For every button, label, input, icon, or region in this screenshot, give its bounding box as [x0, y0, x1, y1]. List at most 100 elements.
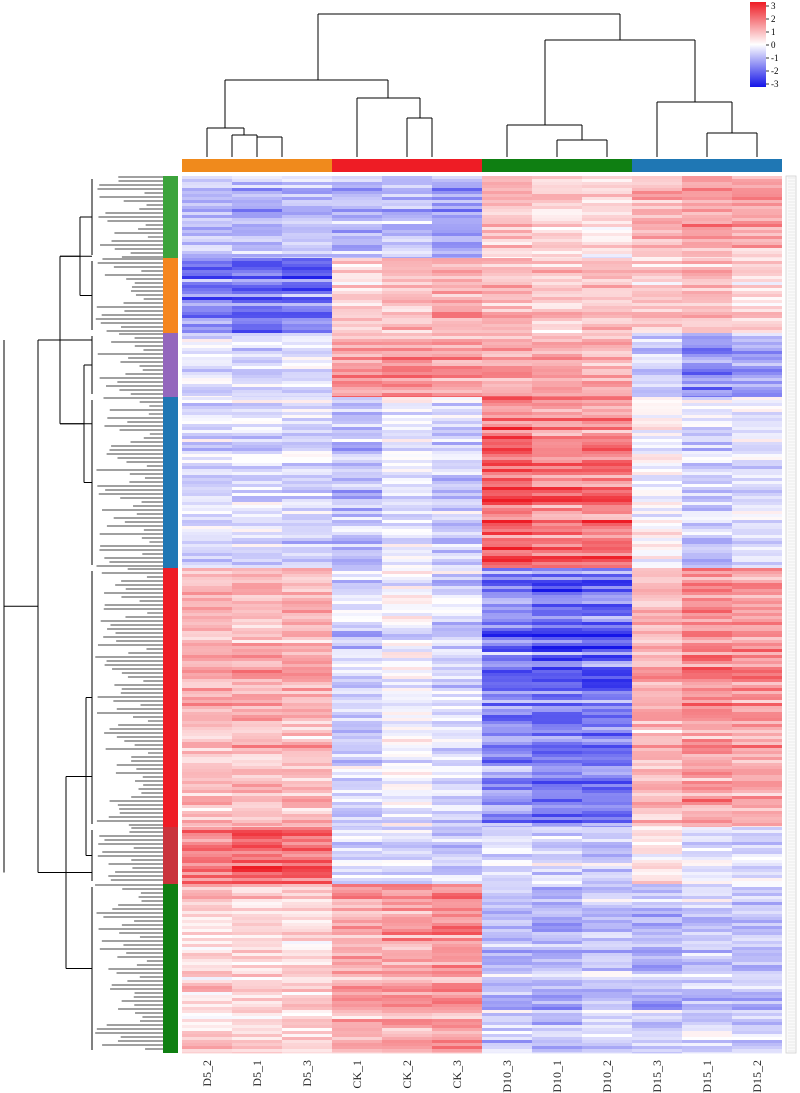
heatmap-cell — [732, 694, 782, 698]
heatmap-cell — [482, 908, 532, 912]
heatmap-cell — [432, 194, 482, 198]
heatmap-cell — [532, 914, 582, 918]
heatmap-cell — [632, 790, 682, 794]
heatmap-cell — [732, 823, 782, 827]
heatmap-cell — [182, 381, 232, 385]
heatmap-cell — [182, 339, 232, 343]
heatmap-cell — [182, 472, 232, 476]
heatmap-cell — [732, 863, 782, 867]
heatmap-cell — [682, 598, 732, 602]
heatmap-cell — [632, 239, 682, 243]
heatmap-cell — [182, 463, 232, 467]
heatmap-cell — [332, 406, 382, 410]
heatmap-cell — [332, 866, 382, 870]
heatmap-cell — [682, 354, 732, 358]
heatmap-cell — [682, 995, 732, 999]
column-label: D10_3 — [500, 1060, 514, 1093]
heatmap-cell — [682, 550, 732, 554]
heatmap-cell — [582, 830, 632, 834]
heatmap-cell — [482, 279, 532, 283]
heatmap-cell — [182, 938, 232, 942]
heatmap-cell — [682, 971, 732, 975]
heatmap-cell — [682, 754, 732, 758]
heatmap-cell — [182, 397, 232, 401]
heatmap-cell — [632, 1010, 682, 1014]
heatmap-cell — [182, 257, 232, 259]
heatmap-cell — [532, 775, 582, 779]
heatmap-cell — [282, 622, 332, 626]
heatmap-cell — [182, 354, 232, 358]
heatmap-cell — [632, 397, 682, 401]
heatmap-cell — [482, 499, 532, 503]
heatmap-cell — [582, 619, 632, 623]
heatmap-cell — [632, 445, 682, 449]
heatmap-cell — [382, 956, 432, 960]
heatmap-cell — [582, 574, 632, 578]
heatmap-cell — [732, 333, 782, 337]
heatmap-cell — [432, 709, 482, 713]
heatmap-cell — [232, 381, 282, 385]
heatmap-cell — [432, 297, 482, 301]
heatmap-cell — [682, 727, 732, 731]
heatmap-cell — [332, 944, 382, 948]
heatmap-cell — [182, 784, 232, 788]
heatmap-cell — [432, 751, 482, 755]
heatmap-cell — [382, 556, 432, 560]
heatmap-cell — [682, 634, 732, 638]
heatmap-cell — [232, 839, 282, 843]
heatmap-cell — [682, 233, 732, 237]
heatmap-cell — [432, 757, 482, 761]
heatmap-cell — [382, 403, 432, 407]
heatmap-cell — [482, 472, 532, 476]
heatmap-cell — [182, 664, 232, 668]
heatmap-cell — [682, 194, 732, 198]
heatmap-cell — [582, 390, 632, 394]
heatmap-cell — [732, 796, 782, 800]
heatmap-cell — [482, 703, 532, 707]
heatmap-cell — [682, 649, 732, 653]
heatmap-cell — [182, 595, 232, 599]
heatmap-cell — [732, 342, 782, 346]
heatmap-cell — [182, 974, 232, 978]
heatmap-cell — [532, 1019, 582, 1023]
heatmap-cell — [532, 366, 582, 370]
heatmap-cell — [532, 351, 582, 355]
heatmap-cell — [332, 655, 382, 659]
heatmap-cell — [432, 941, 482, 945]
heatmap-cell — [582, 796, 632, 800]
heatmap-cell — [382, 430, 432, 434]
heatmap-cell — [432, 848, 482, 852]
heatmap-cell — [582, 400, 632, 404]
heatmap-cell — [432, 496, 482, 500]
heatmap-cell — [682, 315, 732, 319]
heatmap-cell — [582, 887, 632, 891]
heatmap-cell — [632, 872, 682, 876]
heatmap-cell — [482, 884, 532, 888]
heatmap-cell — [282, 869, 332, 873]
heatmap-cell — [382, 221, 432, 225]
heatmap-cell — [382, 535, 432, 539]
heatmap-cell — [432, 273, 482, 277]
heatmap-cell — [682, 652, 732, 656]
heatmap-cell — [482, 297, 532, 301]
heatmap-cell — [682, 191, 732, 195]
heatmap-cell — [282, 454, 332, 458]
heatmap-cell — [482, 643, 532, 647]
heatmap-cell — [582, 406, 632, 410]
heatmap-cell — [382, 685, 432, 689]
heatmap-cell — [582, 902, 632, 906]
heatmap-cell — [632, 974, 682, 978]
heatmap-cell — [432, 472, 482, 476]
heatmap-cell — [482, 998, 532, 1002]
heatmap-cell — [582, 384, 632, 388]
heatmap-cell — [632, 342, 682, 346]
heatmap-cell — [182, 454, 232, 458]
heatmap-cell — [732, 820, 782, 824]
heatmap-cell — [432, 538, 482, 542]
heatmap-cell — [282, 793, 332, 797]
heatmap-cell — [382, 245, 432, 249]
heatmap-cell — [382, 463, 432, 467]
heatmap-cell — [382, 628, 432, 632]
heatmap-cell — [532, 179, 582, 183]
heatmap-cell — [482, 466, 532, 470]
